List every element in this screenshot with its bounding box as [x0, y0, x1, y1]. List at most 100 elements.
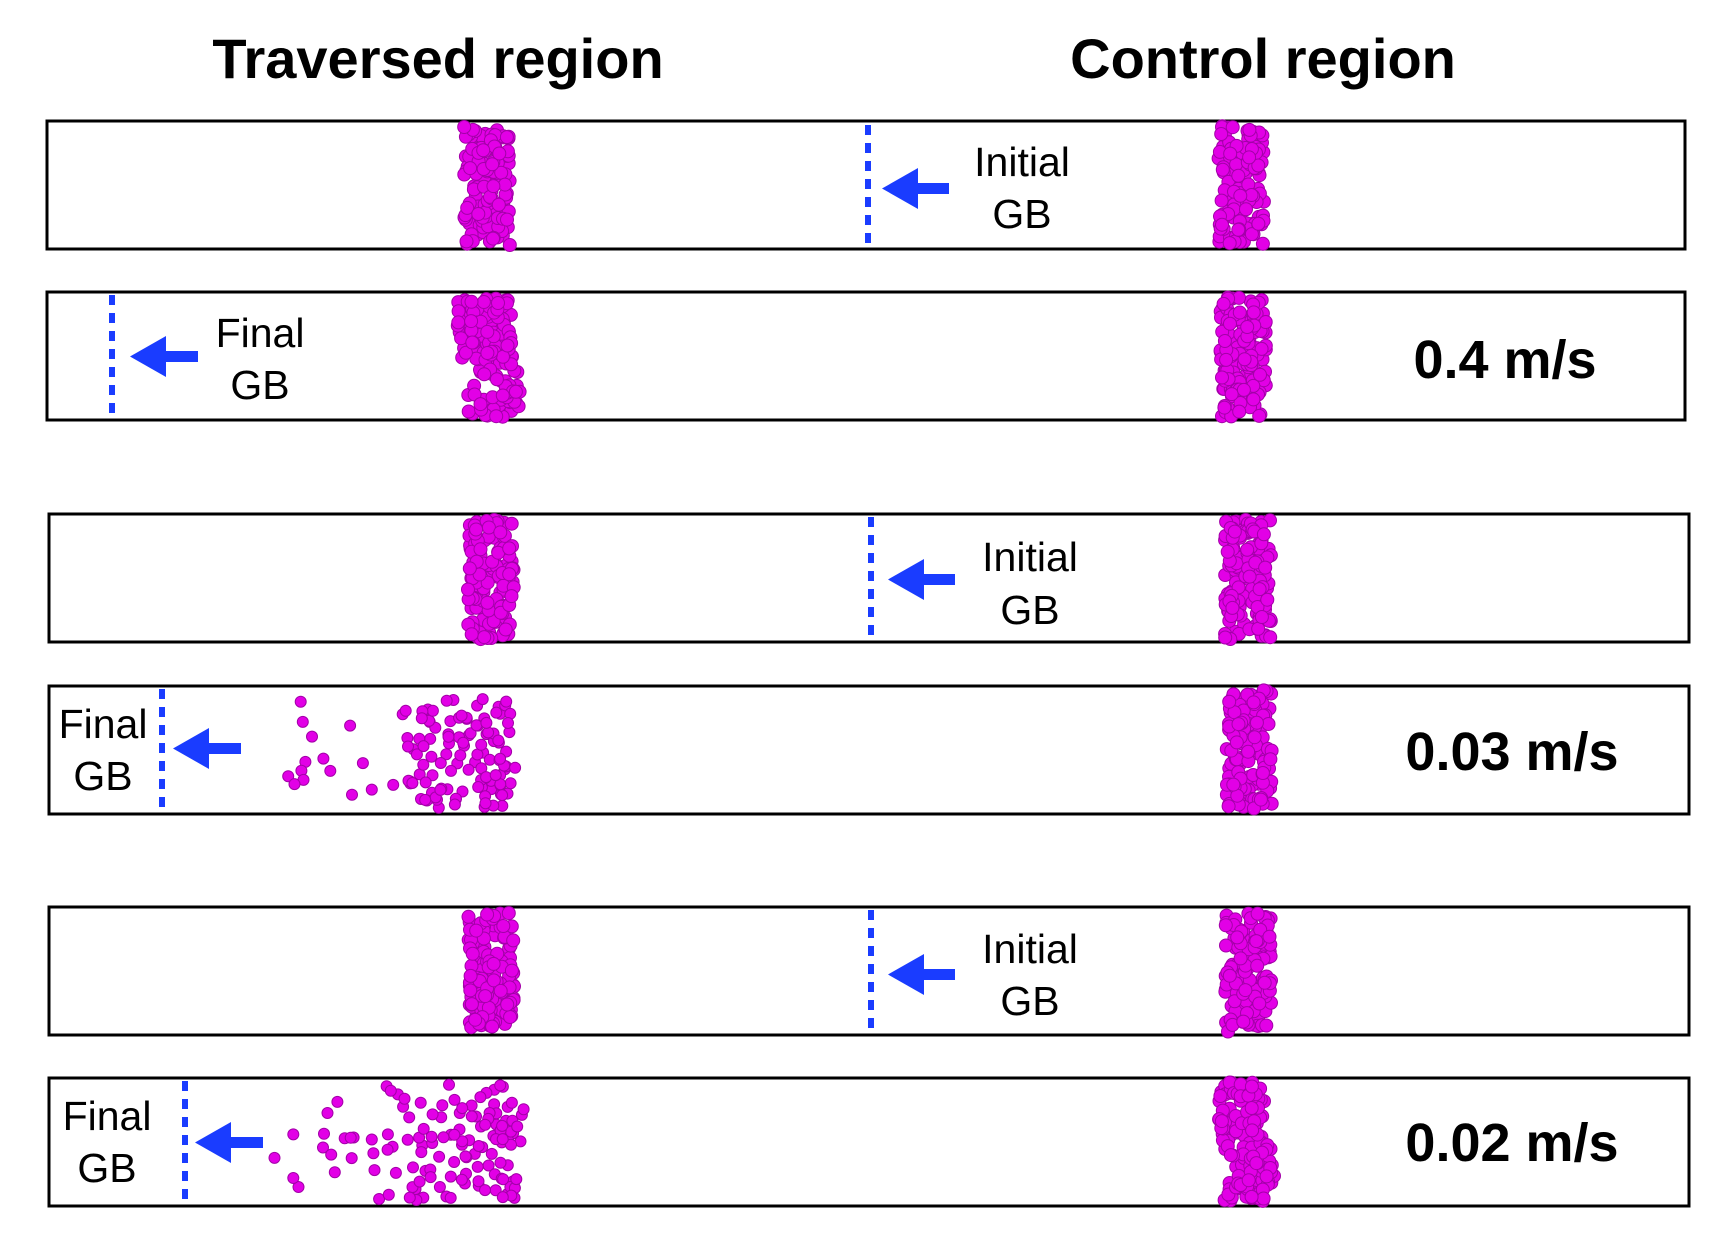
- solute-atom: [486, 179, 501, 194]
- solute-atom: [406, 777, 419, 789]
- solute-atom: [494, 1156, 507, 1169]
- solute-atom: [1233, 951, 1248, 966]
- solute-atom: [506, 933, 521, 948]
- solute-atom: [461, 582, 475, 597]
- solute-atom: [1255, 236, 1270, 251]
- solute-atom: [407, 1161, 419, 1174]
- solute-atom: [1254, 341, 1269, 356]
- solute-atom: [325, 1148, 338, 1161]
- gb-label-line2: GB: [992, 191, 1051, 237]
- solute-atom: [444, 1191, 457, 1204]
- solute-atom: [1256, 1191, 1271, 1206]
- solute-atom: [1224, 387, 1239, 402]
- solute-band-traversed: [450, 291, 527, 424]
- solute-atom: [470, 719, 483, 732]
- solute-atom: [1244, 1101, 1259, 1115]
- solute-atom: [1261, 717, 1276, 731]
- solute-atom: [1257, 975, 1272, 990]
- solute-atom: [464, 997, 479, 1012]
- solute-atom: [454, 749, 467, 762]
- solute-atom: [1213, 1089, 1228, 1103]
- solute-atom: [472, 1140, 485, 1152]
- solute-atom: [497, 1173, 510, 1186]
- solute-atom: [1223, 1148, 1238, 1163]
- solute-atom: [345, 1152, 358, 1165]
- solute-atom: [424, 1171, 437, 1184]
- solute-atom: [479, 1184, 491, 1197]
- solute-atom: [478, 989, 493, 1004]
- solute-atom: [502, 541, 517, 556]
- solute-atom: [1251, 621, 1266, 636]
- solute-atom: [496, 919, 511, 933]
- solute-atom: [1244, 1189, 1259, 1204]
- solute-atom: [1215, 217, 1229, 232]
- gb-label-line2: GB: [230, 362, 289, 408]
- solute-atom: [489, 409, 504, 424]
- solute-atom: [1246, 695, 1261, 710]
- solute-atom: [485, 157, 500, 172]
- solute-atom: [464, 627, 479, 642]
- solute-atom: [389, 1166, 402, 1179]
- solute-atom: [504, 516, 519, 531]
- solute-band-control: [1213, 290, 1273, 424]
- solute-atom: [1239, 202, 1253, 217]
- solute-band-traversed: [268, 1078, 530, 1206]
- solute-atom: [318, 1127, 330, 1140]
- solute-atom: [426, 1108, 439, 1121]
- solute-atom: [448, 1093, 461, 1106]
- solute-atom: [1254, 610, 1269, 624]
- solute-atom: [468, 1012, 483, 1027]
- solute-atom: [317, 752, 330, 765]
- solute-atom: [472, 1175, 485, 1188]
- solute-atom: [1249, 1156, 1264, 1171]
- solute-atom: [413, 1175, 426, 1188]
- solute-atom: [417, 740, 430, 753]
- solute-atom: [1214, 127, 1229, 141]
- solute-atom: [492, 146, 507, 161]
- header-traversed-region: Traversed region: [212, 27, 663, 90]
- gb-label-line2: GB: [77, 1145, 136, 1191]
- panel-6: Final GB 0.02 m/s: [47, 1075, 1691, 1208]
- solute-atom: [500, 997, 515, 1012]
- solute-atom: [1244, 227, 1259, 242]
- solute-atom: [1240, 542, 1255, 557]
- solute-atom: [504, 589, 519, 604]
- solute-atom: [414, 1096, 427, 1109]
- solute-atom: [287, 1128, 300, 1141]
- solute-atom: [485, 1147, 498, 1160]
- solute-atom: [328, 1166, 341, 1179]
- gb-label-line1: Final: [63, 1093, 152, 1139]
- solute-atom: [1230, 930, 1245, 945]
- solute-atom: [294, 695, 307, 708]
- solute-atom: [367, 1147, 380, 1160]
- solute-atom: [494, 752, 507, 765]
- solute-atom: [282, 770, 295, 783]
- solute-atom: [365, 783, 378, 796]
- panel-3: Initial GB: [47, 512, 1691, 647]
- panel-1: Initial GB: [45, 119, 1687, 252]
- solute-atom: [1232, 305, 1247, 320]
- solute-atom: [417, 758, 430, 771]
- solute-atom: [403, 1191, 416, 1204]
- solute-atom: [1247, 730, 1262, 745]
- solute-atom: [509, 761, 522, 774]
- solute-atom: [459, 234, 474, 249]
- solute-atom: [469, 923, 484, 938]
- solute-atom: [469, 522, 484, 537]
- solute-atom: [1259, 1169, 1274, 1184]
- solute-atom: [463, 983, 478, 998]
- solute-atom: [486, 973, 501, 988]
- solute-atom: [455, 1173, 468, 1186]
- solute-atom: [288, 778, 301, 791]
- solute-atom: [445, 764, 457, 777]
- solute-atom: [502, 567, 517, 582]
- solute-atom: [463, 968, 478, 983]
- solute-atom: [457, 120, 472, 134]
- solute-atom: [419, 776, 432, 789]
- solute-atom: [1252, 996, 1267, 1011]
- solute-atom: [499, 130, 514, 145]
- solute-atom: [287, 1172, 300, 1184]
- solute-atom: [1251, 216, 1266, 231]
- solute-atom: [492, 734, 505, 747]
- solute-atom: [486, 231, 500, 246]
